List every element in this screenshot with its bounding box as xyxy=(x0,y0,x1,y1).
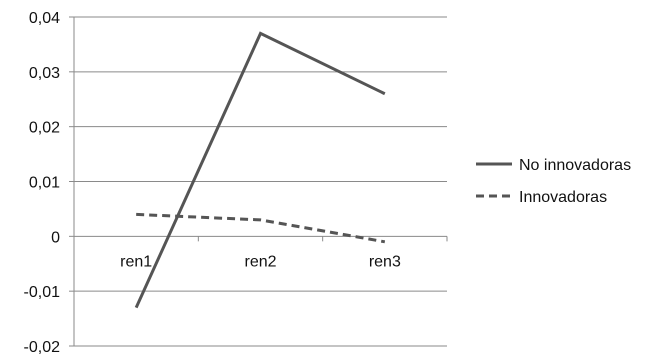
x-tick-label: ren2 xyxy=(244,253,276,270)
series-lines xyxy=(134,31,386,309)
x-tick-label: ren3 xyxy=(369,253,401,270)
x-axis: ren1 ren2 ren3 xyxy=(73,235,448,270)
legend: No innovadoras Innovadoras xyxy=(476,157,631,206)
y-tick-label: 0 xyxy=(51,229,60,246)
y-tick-label: 0,03 xyxy=(29,65,60,82)
x-tick-label: ren1 xyxy=(120,253,152,270)
y-tick-label: -0,02 xyxy=(24,339,61,355)
legend-label: No innovadoras xyxy=(519,157,631,174)
gridlines xyxy=(74,16,447,347)
legend-label: Innovadoras xyxy=(519,189,607,206)
y-tick-label: -0,01 xyxy=(24,284,61,301)
y-tick-label: 0,02 xyxy=(29,120,60,137)
series-line-innovadoras xyxy=(136,212,386,244)
y-tick-label: 0,01 xyxy=(29,175,60,192)
y-tick-label: 0,04 xyxy=(29,10,60,27)
y-axis: 0,04 0,03 0,02 0,01 0 -0,01 -0,02 xyxy=(24,10,75,355)
